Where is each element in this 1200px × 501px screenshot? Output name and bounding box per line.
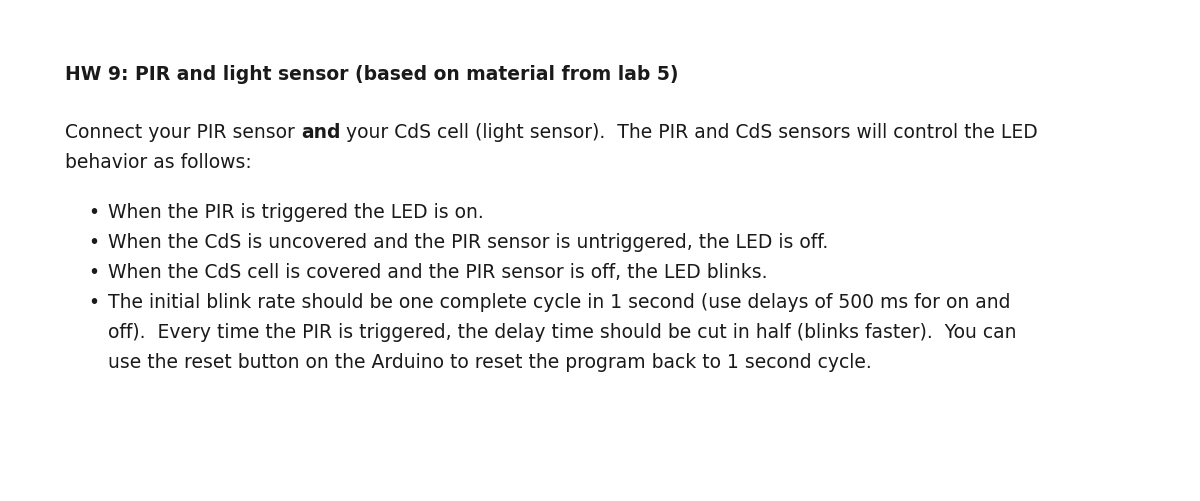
Text: When the CdS cell is covered and the PIR sensor is off, the LED blinks.: When the CdS cell is covered and the PIR… (108, 263, 768, 282)
Text: Connect your PIR sensor: Connect your PIR sensor (65, 123, 301, 142)
Text: your CdS cell (light sensor).  The PIR and CdS sensors will control the LED: your CdS cell (light sensor). The PIR an… (341, 123, 1038, 142)
Text: The initial blink rate should be one complete cycle in 1 second (use delays of 5: The initial blink rate should be one com… (108, 293, 1010, 312)
Text: •: • (88, 232, 100, 252)
Text: •: • (88, 263, 100, 282)
Text: •: • (88, 202, 100, 221)
Text: behavior as follows:: behavior as follows: (65, 153, 252, 172)
Text: When the CdS is uncovered and the PIR sensor is untriggered, the LED is off.: When the CdS is uncovered and the PIR se… (108, 232, 828, 252)
Text: and: and (301, 123, 341, 142)
Text: off).  Every time the PIR is triggered, the delay time should be cut in half (bl: off). Every time the PIR is triggered, t… (108, 322, 1016, 341)
Text: When the PIR is triggered the LED is on.: When the PIR is triggered the LED is on. (108, 202, 484, 221)
Text: •: • (88, 293, 100, 312)
Text: use the reset button on the Arduino to reset the program back to 1 second cycle.: use the reset button on the Arduino to r… (108, 352, 871, 371)
Text: HW 9: PIR and light sensor (based on material from lab 5): HW 9: PIR and light sensor (based on mat… (65, 65, 678, 84)
